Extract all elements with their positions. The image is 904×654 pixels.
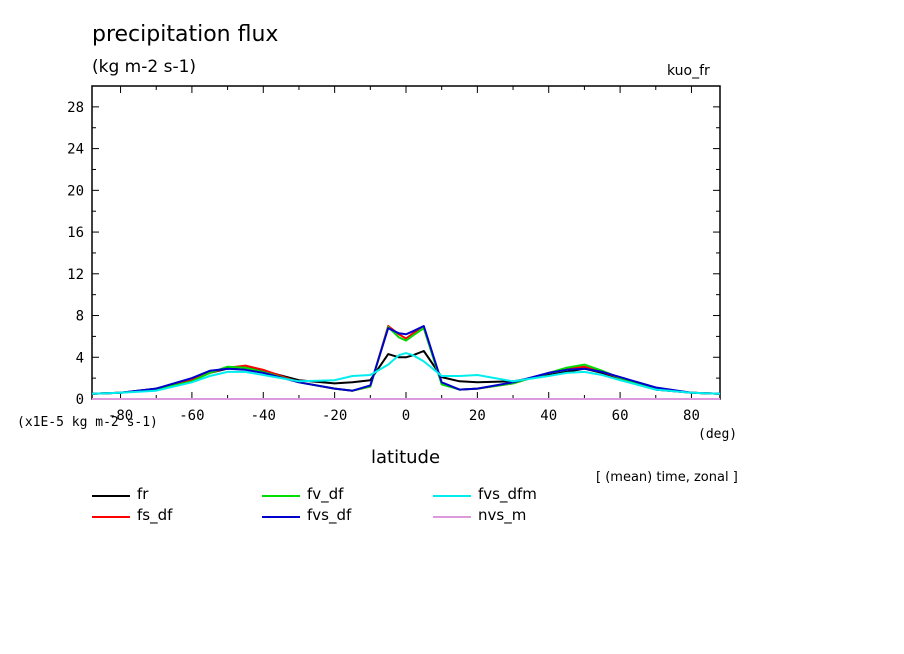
x-tick-label: -20: [322, 408, 347, 424]
scale-note: (x1E-5 kg m-2 s-1): [17, 415, 158, 430]
units-label: (kg m-2 s-1): [92, 57, 197, 77]
x-tick-label: -80: [108, 408, 133, 424]
legend-label-fr: fr: [137, 485, 149, 503]
legend-swatch-fvs-df: [262, 516, 300, 518]
legend-swatch-fr: [92, 495, 130, 497]
x-tick-label: -60: [179, 408, 204, 424]
legend-label-nvs-m: nvs_m: [478, 506, 527, 524]
series-line-fvs-df: [91, 325, 721, 395]
y-tick-label: 0: [76, 392, 84, 408]
y-tick-label: 8: [76, 309, 84, 325]
x-tick-label: 40: [540, 408, 557, 424]
legend-label-fvs-dfm: fvs_dfm: [478, 485, 537, 503]
legend-swatch-nvs-m: [433, 516, 471, 518]
chart-title: precipitation flux: [92, 22, 279, 47]
x-unit-label: (deg): [698, 427, 738, 442]
legend-swatch-fv-df: [262, 495, 300, 497]
series-line-fvs-dfm: [91, 352, 721, 395]
legend-swatch-fs-df: [92, 516, 130, 518]
series-line-fr: [91, 350, 721, 395]
x-tick-label: 20: [469, 408, 486, 424]
mean-note: [ (mean) time, zonal ]: [596, 470, 738, 485]
y-tick-label: 12: [67, 267, 84, 283]
x-tick-label: 60: [612, 408, 629, 424]
legend-swatch-fvs-dfm: [433, 495, 471, 497]
run-label: kuo_fr: [667, 63, 710, 79]
y-tick-label: 28: [67, 100, 84, 116]
legend-label-fv-df: fv_df: [307, 485, 344, 503]
y-tick-label: 20: [67, 183, 84, 199]
x-tick-label: -40: [251, 408, 276, 424]
y-tick-label: 4: [76, 350, 84, 366]
y-tick-label: 16: [67, 225, 84, 241]
x-tick-label: 0: [402, 408, 410, 424]
x-tick-label: 80: [683, 408, 700, 424]
y-tick-label: 24: [67, 142, 84, 158]
legend-label-fs-df: fs_df: [137, 506, 173, 524]
plot-frame: [91, 85, 721, 400]
legend-label-fvs-df: fvs_df: [307, 506, 352, 524]
x-axis-title: latitude: [371, 447, 441, 468]
